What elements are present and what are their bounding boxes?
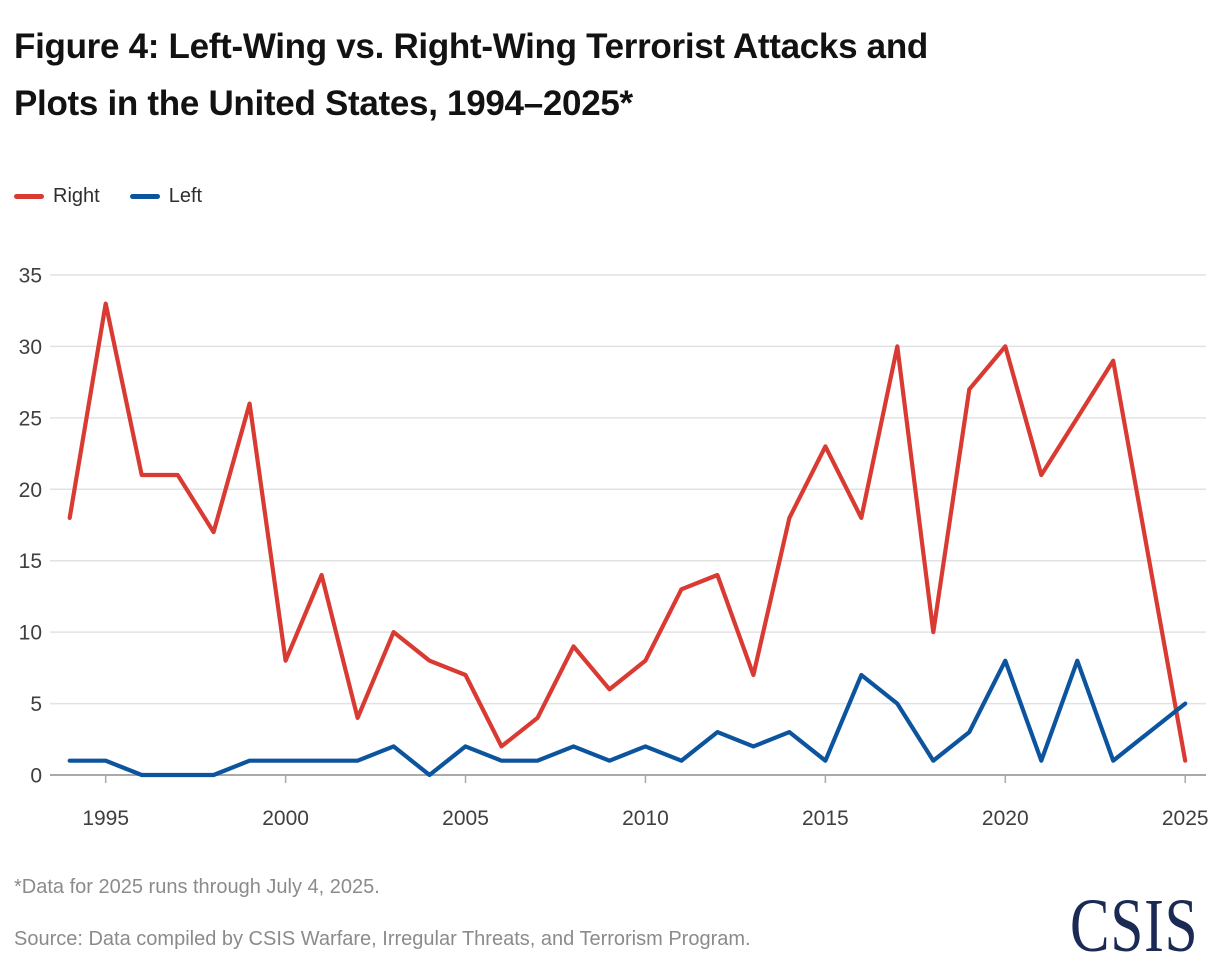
y-tick-label-5: 5	[30, 693, 42, 716]
x-tick-label-1995: 1995	[82, 807, 129, 830]
y-tick-label-10: 10	[19, 622, 42, 645]
csis-logo: CSIS	[1070, 884, 1199, 968]
y-tick-label-25: 25	[19, 407, 42, 430]
x-tick-label-2020: 2020	[982, 807, 1029, 830]
chart-title: Figure 4: Left-Wing vs. Right-Wing Terro…	[14, 18, 1204, 132]
chart-title-line-1: Figure 4: Left-Wing vs. Right-Wing Terro…	[14, 27, 928, 66]
x-tick-label-2025: 2025	[1162, 807, 1209, 830]
legend-label: Right	[53, 185, 100, 207]
chart-footnote: *Data for 2025 runs through July 4, 2025…	[14, 876, 380, 898]
x-tick-label-2005: 2005	[442, 807, 489, 830]
legend-item-left: Left	[129, 185, 203, 208]
legend-label: Left	[168, 185, 203, 207]
chart-legend: Right Left	[14, 185, 202, 208]
y-tick-label-15: 15	[19, 550, 42, 573]
legend-swatch-right	[14, 194, 44, 199]
x-tick-label-2010: 2010	[622, 807, 669, 830]
chart-source: Source: Data compiled by CSIS Warfare, I…	[14, 928, 751, 950]
x-tick-label-2015: 2015	[802, 807, 849, 830]
legend-swatch-left	[129, 194, 160, 199]
x-tick-label-2000: 2000	[262, 807, 309, 830]
right-series-line	[67, 301, 1188, 763]
x-axis-ticks	[104, 775, 1186, 783]
y-tick-label-20: 20	[19, 479, 42, 502]
gridlines	[50, 274, 1206, 705]
y-tick-label-35: 35	[19, 265, 42, 288]
chart-title-line-2: Plots in the United States, 1994–2025*	[14, 84, 633, 123]
legend-item-right: Right	[14, 185, 100, 208]
y-tick-label-30: 30	[19, 336, 42, 359]
y-tick-label-0: 0	[30, 765, 42, 788]
left-series-line	[67, 658, 1188, 778]
